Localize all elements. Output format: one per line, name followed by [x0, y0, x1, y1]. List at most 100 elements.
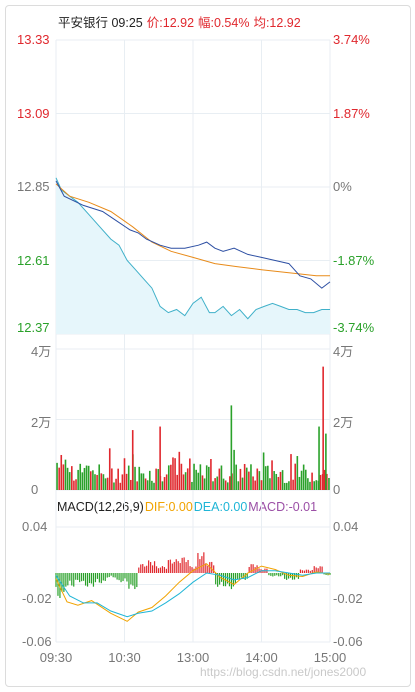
stock-name-time: 平安银行 09:25: [58, 16, 143, 30]
macd-bar-13: [81, 573, 83, 582]
time-tick-3: 14:00: [245, 650, 278, 665]
volume-bar-14: [85, 465, 88, 490]
volume-bar-87: [239, 468, 242, 490]
volume-bar-82: [229, 476, 231, 490]
volume-bar-16: [89, 471, 92, 490]
macd-bar-9: [73, 573, 75, 587]
volume-bar-89: [243, 463, 246, 490]
macd-bar-50: [153, 561, 156, 573]
macd-bar-40: [134, 573, 136, 590]
volume-bar-106: [279, 471, 282, 490]
macd-bar-16: [86, 573, 89, 587]
volume-bar-66: [195, 469, 197, 490]
macd-bar-94: [240, 573, 242, 578]
macd-bar-86: [224, 573, 227, 587]
volume-bar-21: [100, 473, 103, 490]
volume-bar-85: [235, 464, 238, 490]
macd-bar-31: [116, 573, 118, 580]
avg-readout: 均:12.92: [253, 16, 301, 30]
volume-bar-102: [271, 460, 273, 490]
macd-bar-23: [100, 573, 102, 584]
volume-bar-28: [115, 478, 117, 490]
macd-bar-108: [268, 573, 270, 576]
macd-bar-91: [234, 573, 236, 584]
macd-bar-62: [177, 561, 179, 573]
volume-tick-right-1: 2万: [333, 414, 354, 430]
macd-bar-130: [311, 570, 313, 573]
volume-bar-37: [134, 466, 136, 490]
macd-bar-28: [110, 573, 112, 576]
macd-bar-48: [150, 562, 152, 573]
volume-bar-7: [71, 466, 73, 490]
macd-bar-51: [155, 566, 158, 573]
macd-bar-2: [59, 573, 61, 599]
dif-readout: DIF:0.00: [144, 500, 193, 514]
macd-bar-22: [98, 573, 100, 583]
time-tick-1: 10:30: [108, 650, 141, 665]
volume-bar-64: [191, 481, 193, 490]
volume-bar-115: [298, 476, 301, 490]
volume-bar-43: [146, 480, 149, 490]
volume-bar-103: [273, 471, 275, 490]
volume-bar-120: [309, 481, 311, 490]
volume-bar-46: [153, 482, 155, 490]
macd-bar-105: [262, 569, 264, 573]
volume-spike-5: [325, 433, 327, 490]
volume-bar-33: [125, 473, 128, 490]
macd-bar-88: [228, 573, 231, 587]
volume-bar-32: [123, 458, 126, 490]
volume-tick-left-1: 2万: [31, 414, 52, 430]
macd-bar-3: [61, 573, 63, 592]
volume-bar-108: [283, 482, 286, 490]
volume-bar-112: [292, 479, 294, 490]
volume-bar-19: [96, 474, 98, 490]
volume-bar-122: [313, 481, 315, 490]
macd-bar-111: [274, 573, 276, 576]
volume-bar-47: [155, 468, 157, 490]
macd-bar-59: [171, 563, 173, 573]
macd-bar-136: [323, 573, 325, 575]
macd-bar-10: [75, 573, 77, 580]
volume-bar-84: [233, 449, 235, 490]
macd-bar-39: [132, 573, 134, 586]
volume-bar-31: [121, 474, 124, 490]
macd-bar-128: [307, 569, 309, 573]
volume-bar-5: [66, 467, 69, 490]
macd-bar-44: [142, 564, 144, 573]
volume-bar-9: [75, 479, 77, 490]
volume-bar-40: [140, 473, 143, 490]
macd-bar-103: [258, 568, 260, 573]
volume-bar-100: [267, 465, 269, 490]
volume-bar-72: [208, 466, 210, 490]
macd-bar-21: [96, 573, 98, 579]
watermark: https://blog.csdn.net/jones2000: [200, 665, 367, 679]
macd-bar-98: [248, 566, 250, 573]
macd-bar-92: [236, 573, 238, 580]
macd-dif-line: [55, 563, 331, 622]
volume-spike-4: [322, 366, 324, 490]
volume-bar-101: [269, 478, 271, 490]
macd-bar-45: [144, 566, 146, 573]
macd-bar-100: [252, 564, 254, 573]
macd-bar-32: [118, 573, 120, 581]
price-tick-right-3: -1.87%: [333, 252, 375, 268]
volume-bar-121: [311, 472, 313, 490]
volume-bar-38: [136, 481, 138, 490]
time-tick-2: 13:00: [176, 650, 210, 665]
volume-bar-60: [182, 474, 185, 490]
time-tick-0: 09:30: [39, 650, 73, 665]
macd-bar-36: [126, 573, 128, 582]
macd-bar-124: [299, 569, 302, 573]
macd-bar-132: [315, 567, 317, 573]
macd-bar-116: [284, 573, 286, 579]
price-readout: 价:12.92: [146, 16, 195, 30]
volume-bar-61: [184, 472, 187, 490]
macd-tick-right-2: -0.06: [333, 634, 363, 649]
macd-bar-96: [244, 573, 246, 580]
macd-bar-55: [163, 567, 166, 573]
macd-bar-61: [175, 559, 177, 573]
macd-tick-right-1: -0.02: [333, 590, 363, 606]
macd-tick-left-0: 0.04: [22, 519, 48, 534]
volume-bar-117: [302, 464, 305, 490]
